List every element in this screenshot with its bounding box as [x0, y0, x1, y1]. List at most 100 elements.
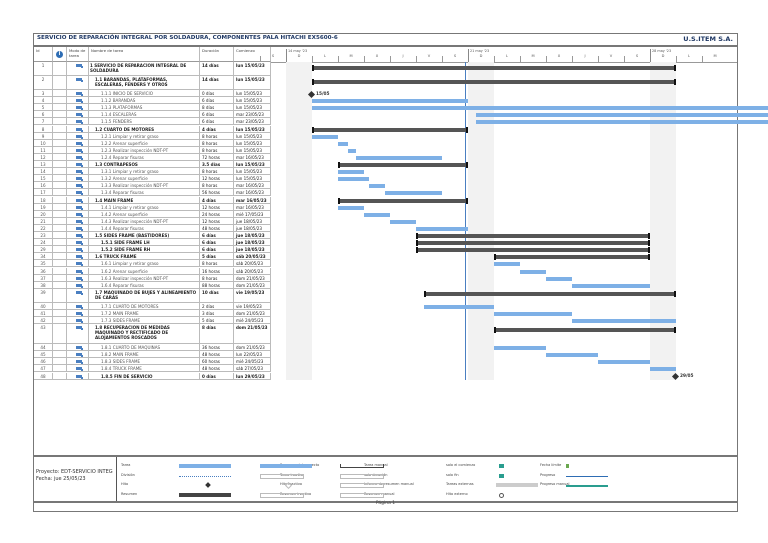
col-header-mode[interactable]: Modo de tarea: [67, 47, 89, 62]
task-name[interactable]: 1.5.1 SIDE FRAME LH: [89, 239, 200, 246]
task-bar[interactable]: [494, 311, 572, 316]
task-mode[interactable]: [67, 90, 89, 97]
task-name[interactable]: 1.3.3 Realizar inspección NDT-PT: [89, 182, 200, 189]
task-name[interactable]: 1.8.4 TRUCK FRAME: [89, 365, 200, 372]
task-mode[interactable]: [67, 232, 89, 239]
task-row[interactable]: 44 1.8.1 CUARTO DE MAQUINAS 36 horas dom 21…: [34, 344, 271, 352]
task-row[interactable]: 47 1.8.4 TRUCK FRAME 48 horas sáb 27/05/23: [34, 365, 271, 373]
task-row[interactable]: 42 1.7.3 SIDES FRAME 5 días mié 24/05/23: [34, 317, 271, 325]
task-row[interactable]: 41 1.7.2 MAIN FRAME 3 días dom 21/05/23: [34, 309, 271, 317]
task-row[interactable]: 1 1 SERVICIO DE REPARACION INTEGRAL DE SO…: [34, 62, 271, 76]
summary-bar[interactable]: [423, 291, 677, 298]
task-row[interactable]: 48 1.8.5 FIN DE SERVICIO 0 días lun 29/05/2…: [34, 372, 271, 380]
task-mode[interactable]: [67, 146, 89, 153]
task-mode[interactable]: [67, 372, 89, 379]
task-name[interactable]: 1.6.4 Reparar fisuras: [89, 281, 200, 288]
task-mode[interactable]: [67, 161, 89, 168]
task-mode[interactable]: [67, 196, 89, 203]
task-mode[interactable]: [67, 302, 89, 309]
task-name[interactable]: 1.6.3 Realizar inspección NDT-PT: [89, 274, 200, 281]
summary-bar[interactable]: [338, 162, 468, 168]
task-row[interactable]: 14 1.3.1 Limpiar y retirar graso 8 horas lu…: [34, 168, 271, 176]
task-name[interactable]: 1.2.2 Arenar superficie: [89, 139, 200, 146]
task-row[interactable]: 15 1.3.2 Arenar superficie 12 horas lun 15/…: [34, 175, 271, 183]
task-name[interactable]: 1.2 CUARTO DE MOTORES: [89, 125, 200, 132]
task-mode[interactable]: [67, 281, 89, 288]
task-bar[interactable]: [312, 134, 338, 139]
task-mode[interactable]: [67, 125, 89, 132]
task-row[interactable]: 17 1.3.4 Reparar fisuras 56 horas mar 16/05…: [34, 189, 271, 197]
task-name[interactable]: 1.8.3 SIDES FRAME: [89, 358, 200, 365]
task-bar[interactable]: [364, 212, 390, 217]
task-mode[interactable]: [67, 203, 89, 210]
task-name[interactable]: 1.2.3 Realizar inspección NDT-PT: [89, 146, 200, 153]
task-row[interactable]: 21 1.4.3 Realizar inspección NDT-PT 12 hor…: [34, 217, 271, 225]
task-row[interactable]: 4 1.1.2 BARANDAS 6 días lun 15/05/23: [34, 97, 271, 105]
task-mode[interactable]: [67, 344, 89, 351]
task-mode[interactable]: [67, 239, 89, 246]
task-name[interactable]: 1.4.4 Reparar fisuras: [89, 224, 200, 231]
task-mode[interactable]: [67, 317, 89, 324]
summary-bar[interactable]: [494, 254, 650, 261]
task-bar[interactable]: [572, 319, 676, 323]
task-row[interactable]: 40 1.7.1 CUARTO DE MOTORES 2 días vie 19/05…: [34, 302, 271, 310]
task-row[interactable]: 20 1.4.2 Arenar superficie 24 horas mié 17/…: [34, 210, 271, 218]
task-name[interactable]: 1.8.2 MAIN FRAME: [89, 351, 200, 358]
task-row[interactable]: 6 1.1.4 ESCALERAS 6 días mar 23/05/23: [34, 111, 271, 119]
col-header-start[interactable]: Comienzo: [234, 47, 271, 62]
task-mode[interactable]: [67, 182, 89, 189]
task-row[interactable]: 11 1.2.3 Realizar inspección NDT-PT 8 hora…: [34, 146, 271, 154]
task-name[interactable]: 1 SERVICIO DE REPARACION INTEGRAL DE SOL…: [89, 62, 200, 75]
task-mode[interactable]: [67, 288, 89, 302]
col-header-id[interactable]: Id: [34, 47, 53, 62]
task-row[interactable]: 12 1.2.4 Reparar fisuras 72 horas mar 16/05…: [34, 153, 271, 161]
task-mode[interactable]: [67, 76, 89, 89]
task-name[interactable]: 1.1 BARANDAS, PLATAFORMAS, ESCALERAS, FE…: [89, 76, 200, 89]
task-name[interactable]: 1.5 SIDES FRAME (BASTIDORES): [89, 232, 200, 239]
task-bar[interactable]: [416, 226, 468, 231]
col-header-name[interactable]: Nombre de tarea: [89, 47, 200, 62]
task-mode[interactable]: [67, 351, 89, 358]
task-row[interactable]: 46 1.8.3 SIDES FRAME 60 horas mié 24/05/23: [34, 358, 271, 366]
task-row[interactable]: 37 1.6.3 Realizar inspección NDT-PT 8 hora…: [34, 274, 271, 282]
task-bar[interactable]: [520, 269, 546, 274]
task-name[interactable]: 1.4 MAIN FRAME: [89, 196, 200, 203]
task-mode[interactable]: [67, 224, 89, 231]
task-row[interactable]: 23 1.5 SIDES FRAME (BASTIDORES) 6 días jue …: [34, 232, 271, 240]
task-row[interactable]: 43 1.8 RECUPERACION DE MEDIDAS MAQUINADO …: [34, 324, 271, 345]
summary-bar[interactable]: [494, 326, 676, 333]
task-row[interactable]: 10 1.2.2 Arenar superficie 8 horas lun 15/0…: [34, 139, 271, 147]
task-name[interactable]: 1.7.2 MAIN FRAME: [89, 309, 200, 316]
summary-bar[interactable]: [312, 64, 676, 71]
summary-bar[interactable]: [416, 240, 650, 247]
task-row[interactable]: 2 1.1 BARANDAS, PLATAFORMAS, ESCALERAS, F…: [34, 76, 271, 90]
task-row[interactable]: 8 1.2 CUARTO DE MOTORES 4 días lun 15/05/23: [34, 125, 271, 133]
task-bar[interactable]: [338, 177, 370, 182]
task-mode[interactable]: [67, 253, 89, 260]
task-mode[interactable]: [67, 210, 89, 217]
task-row[interactable]: 34 1.6 TRUCK FRAME 5 días sáb 20/05/23: [34, 253, 271, 261]
task-name[interactable]: 1.6.1 Limpiar y retirar graso: [89, 260, 200, 267]
task-bar[interactable]: [312, 106, 768, 111]
task-row[interactable]: 35 1.6.1 Limpiar y retirar graso 8 horas sá…: [34, 260, 271, 268]
task-mode[interactable]: [67, 62, 89, 75]
task-row[interactable]: 19 1.4.1 Limpiar y retirar graso 12 horas m…: [34, 203, 271, 211]
task-bar[interactable]: [338, 141, 349, 146]
task-name[interactable]: 1.8.5 FIN DE SERVICIO: [89, 372, 200, 379]
task-row[interactable]: 5 1.1.3 PLATAFORMAS 8 días lun 15/05/23: [34, 104, 271, 112]
task-row[interactable]: 13 1.3 CONTRAPESOS 3.5 días lun 15/05/23: [34, 161, 271, 169]
task-name[interactable]: 1.6.2 Arenar superficie: [89, 267, 200, 274]
task-row[interactable]: 36 1.6.2 Arenar superficie 16 horas sáb 20/…: [34, 267, 271, 275]
task-name[interactable]: 1.4.2 Arenar superficie: [89, 210, 200, 217]
task-bar[interactable]: [650, 367, 676, 372]
task-row[interactable]: 16 1.3.3 Realizar inspección NDT-PT 8 hora…: [34, 182, 271, 190]
task-mode[interactable]: [67, 132, 89, 139]
task-name[interactable]: 1.3.4 Reparar fisuras: [89, 189, 200, 196]
task-name[interactable]: 1.3.2 Arenar superficie: [89, 175, 200, 182]
task-name[interactable]: 1.1.5 FENDERS: [89, 118, 200, 125]
summary-bar[interactable]: [312, 78, 676, 85]
task-name[interactable]: 1.6 TRUCK FRAME: [89, 253, 200, 260]
task-bar[interactable]: [356, 155, 442, 160]
task-mode[interactable]: [67, 139, 89, 146]
task-mode[interactable]: [67, 358, 89, 365]
